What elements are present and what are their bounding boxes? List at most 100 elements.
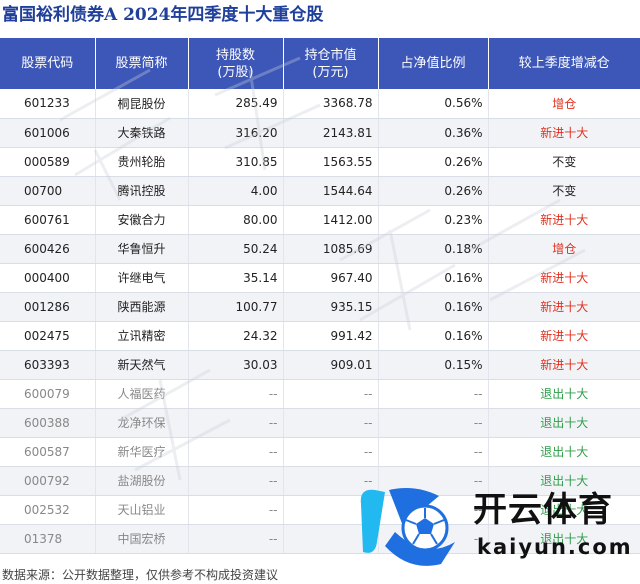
stock-name-cell: 贵州轮胎 xyxy=(95,147,189,177)
shares-cell: 80.00 xyxy=(188,205,284,235)
nav-ratio-cell: 0.16% xyxy=(378,263,489,293)
nav-ratio-cell: 0.26% xyxy=(378,147,489,177)
shares-cell: 30.03 xyxy=(188,350,284,380)
change-cell: 新进十大 xyxy=(488,321,640,351)
stock-name-cell: 许继电气 xyxy=(95,263,189,293)
market-value-cell: 1085.69 xyxy=(283,234,379,264)
stock-code-cell: 001286 xyxy=(0,292,96,322)
stock-code-cell: 601006 xyxy=(0,118,96,148)
stock-name-cell: 盐湖股份 xyxy=(95,466,189,496)
column-header-label: 股票代码 xyxy=(21,56,74,71)
column-header-label: 股票简称 xyxy=(115,56,168,71)
nav-ratio-cell: -- xyxy=(378,379,489,409)
stock-name-cell: 华鲁恒升 xyxy=(95,234,189,264)
table-row: 601006 大秦铁路 316.20 2143.81 0.36% 新进十大 xyxy=(0,118,640,148)
column-header-label: 较上季度增减仓 xyxy=(518,56,610,71)
table-row: 000792 盐湖股份 -- -- -- 退出十大 xyxy=(0,466,640,496)
table-row: 600587 新华医疗 -- -- -- 退出十大 xyxy=(0,437,640,467)
column-header: 较上季度增减仓 xyxy=(488,38,640,89)
market-value-cell: 2143.81 xyxy=(283,118,379,148)
footer-note: 数据来源：公开数据整理，仅供参考不构成投资建议 xyxy=(2,568,279,582)
nav-ratio-cell: -- xyxy=(378,408,489,438)
holdings-table: 股票代码 股票简称 持股数 (万股) 持仓市值 (万元) 占净值比例 较上季度增减仓 6012… xyxy=(0,38,640,554)
stock-code-cell: 002532 xyxy=(0,495,96,525)
shares-cell: -- xyxy=(188,524,284,554)
brand-logo: 开云体育 kaiyun.com xyxy=(355,482,640,568)
shares-cell: 100.77 xyxy=(188,292,284,322)
column-header-label: 持仓市值 xyxy=(304,47,357,63)
shares-cell: 310.85 xyxy=(188,147,284,177)
stock-code-cell: 000400 xyxy=(0,263,96,293)
table-row: 601233 桐昆股份 285.49 3368.78 0.56% 增仓 xyxy=(0,89,640,119)
nav-ratio-cell: 0.23% xyxy=(378,205,489,235)
nav-ratio-cell: -- xyxy=(378,437,489,467)
table-row: 600388 龙净环保 -- -- -- 退出十大 xyxy=(0,408,640,438)
shares-cell: -- xyxy=(188,466,284,496)
market-value-cell: 1412.00 xyxy=(283,205,379,235)
table-row: 000400 许继电气 35.14 967.40 0.16% 新进十大 xyxy=(0,263,640,293)
change-cell: 新进十大 xyxy=(488,292,640,322)
table-row: 603393 新天然气 30.03 909.01 0.15% 新进十大 xyxy=(0,350,640,380)
stock-code-cell: 600079 xyxy=(0,379,96,409)
market-value-cell: -- xyxy=(283,379,379,409)
change-cell: 退出十大 xyxy=(488,379,640,409)
column-header-unit: (万股) xyxy=(217,64,254,80)
nav-ratio-cell: 0.15% xyxy=(378,350,489,380)
market-value-cell: 935.15 xyxy=(283,292,379,322)
shares-cell: -- xyxy=(188,379,284,409)
stock-code-cell: 002475 xyxy=(0,321,96,351)
stock-code-cell: 000589 xyxy=(0,147,96,177)
column-header: 持股数 (万股) xyxy=(188,38,284,89)
table-row: 002475 立讯精密 24.32 991.42 0.16% 新进十大 xyxy=(0,321,640,351)
market-value-cell: -- xyxy=(283,408,379,438)
table-row: 001286 陕西能源 100.77 935.15 0.16% 新进十大 xyxy=(0,292,640,322)
market-value-cell: 967.40 xyxy=(283,263,379,293)
market-value-cell: 991.42 xyxy=(283,321,379,351)
change-cell: 增仓 xyxy=(488,234,640,264)
nav-ratio-cell: 0.16% xyxy=(378,321,489,351)
stock-name-cell: 立讯精密 xyxy=(95,321,189,351)
stock-name-cell: 新华医疗 xyxy=(95,437,189,467)
column-header-label: 占净值比例 xyxy=(400,56,466,71)
stock-code-cell: 600388 xyxy=(0,408,96,438)
change-cell: 退出十大 xyxy=(488,466,640,496)
stock-name-cell: 桐昆股份 xyxy=(95,89,189,119)
change-cell: 增仓 xyxy=(488,89,640,119)
change-cell: 退出十大 xyxy=(488,495,640,525)
table-row: 600426 华鲁恒升 50.24 1085.69 0.18% 增仓 xyxy=(0,234,640,264)
table-row: 000589 贵州轮胎 310.85 1563.55 0.26% 不变 xyxy=(0,147,640,177)
column-header-label: 持股数 xyxy=(215,47,255,63)
stock-name-cell: 人福医药 xyxy=(95,379,189,409)
market-value-cell: 3368.78 xyxy=(283,89,379,119)
change-cell: 新进十大 xyxy=(488,263,640,293)
shares-cell: -- xyxy=(188,408,284,438)
stock-name-cell: 龙净环保 xyxy=(95,408,189,438)
stock-code-cell: 600587 xyxy=(0,437,96,467)
table-row: 600761 安徽合力 80.00 1412.00 0.23% 新进十大 xyxy=(0,205,640,235)
stock-code-cell: 603393 xyxy=(0,350,96,380)
stock-name-cell: 安徽合力 xyxy=(95,205,189,235)
market-value-cell: -- xyxy=(283,466,379,496)
change-cell: 退出十大 xyxy=(488,408,640,438)
change-cell: 新进十大 xyxy=(488,118,640,148)
shares-cell: -- xyxy=(188,495,284,525)
change-cell: 新进十大 xyxy=(488,350,640,380)
stock-code-cell: 601233 xyxy=(0,89,96,119)
market-value-cell: 909.01 xyxy=(283,350,379,380)
market-value-cell: -- xyxy=(283,437,379,467)
change-cell: 不变 xyxy=(488,147,640,177)
stock-code-cell: 00700 xyxy=(0,176,96,206)
change-cell: 不变 xyxy=(488,176,640,206)
change-cell: 退出十大 xyxy=(488,524,640,554)
shares-cell: 316.20 xyxy=(188,118,284,148)
table-header-row: 股票代码 股票简称 持股数 (万股) 持仓市值 (万元) 占净值比例 较上季度增减仓 xyxy=(0,38,640,89)
shares-cell: 24.32 xyxy=(188,321,284,351)
kaiyun-k-logo-icon xyxy=(360,488,455,566)
stock-name-cell: 新天然气 xyxy=(95,350,189,380)
shares-cell: 50.24 xyxy=(188,234,284,264)
change-cell: 新进十大 xyxy=(488,205,640,235)
shares-cell: 285.49 xyxy=(188,89,284,119)
nav-ratio-cell: 0.18% xyxy=(378,234,489,264)
column-header: 占净值比例 xyxy=(378,38,489,89)
nav-ratio-cell: 0.16% xyxy=(378,292,489,322)
